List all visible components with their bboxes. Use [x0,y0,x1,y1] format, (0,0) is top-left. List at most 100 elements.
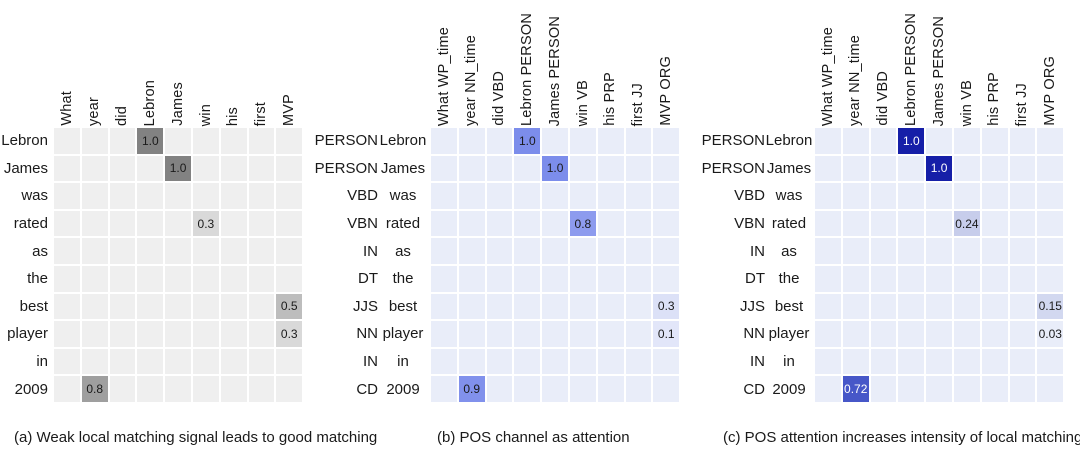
heatmap-cell [542,238,568,264]
heatmap-cell [1037,155,1064,182]
column-label-text: first JJ [1014,82,1031,127]
column-label: James PERSON [926,0,952,126]
heatmap-cell [109,155,136,182]
heatmap-cell [514,183,541,209]
heatmap-cell [486,128,513,154]
heatmap-cell [431,183,457,209]
heatmap-grid: 1.0 1.0 0.24 0.15 0.03 0.72 [815,128,1064,402]
row-label: DT the [314,266,428,292]
heatmap-cell [569,348,596,375]
row-label: rated [13,215,48,233]
heatmap-cell [137,155,164,182]
caption-c: (c) POS attention increases intensity of… [723,429,1080,446]
heatmap-cell [898,155,925,182]
heatmap-cell [1009,238,1036,264]
row-label-word: in [783,353,795,371]
heatmap-cell [815,238,841,264]
heatmap-cell [486,293,513,320]
row-label-word: rated [771,215,807,233]
heatmap-value-cell: 1.0 [137,128,164,154]
row-label-word: best [774,297,804,315]
row-label: as [32,242,48,260]
heatmap-cell [542,376,568,402]
heatmap-cell [81,265,108,292]
caption-b: (b) POS channel as attention [437,429,630,446]
heatmap-cell [458,321,485,347]
heatmap-cell [625,321,652,347]
heatmap-cell [569,238,596,264]
heatmap-cell [1037,376,1064,402]
heatmap-cell [542,210,568,237]
heatmap-cell [981,348,1008,375]
column-headers: What WP_time year NN_time did VBD Lebron PE… [815,0,1063,126]
heatmap-value-cell: 1.0 [514,128,541,154]
row-label-pos-tag: NN [743,325,765,343]
row-label: VBD was [314,183,428,209]
row-label-pos-tag: PERSON [314,159,378,177]
row-label-pos-tag: NN [356,325,378,343]
row-label: 2009 [14,380,48,398]
heatmap-value-cell: 0.8 [569,210,596,237]
heatmap-cell [625,210,652,237]
heatmap-cell [597,348,624,375]
heatmap-cell [981,293,1008,320]
heatmap-cell [953,376,980,402]
heatmap-cell [276,183,303,209]
row-label-word: rated [385,215,421,233]
heatmap-cell [276,128,303,154]
column-label: MVP ORG [1037,0,1063,126]
heatmap-cell [1037,348,1064,375]
heatmap-cell [248,348,275,375]
row-label: VBN rated [701,211,813,237]
heatmap-cell [842,293,869,320]
heatmap-cell [842,265,869,292]
heatmap-cell [192,293,219,320]
row-label-word: was [775,187,803,205]
heatmap-cell [109,376,136,402]
heatmap-cell [569,321,596,347]
row-label-pos-tag: DT [745,270,765,288]
heatmap-value-cell: 0.24 [953,210,980,237]
column-label-text: did VBD [875,71,892,126]
row-label-word: 2009 [772,380,806,398]
heatmap-cell [653,348,680,375]
heatmap-cell [597,155,624,182]
heatmap-cell [842,155,869,182]
heatmap-value-cell: 1.0 [165,155,191,182]
heatmap-cell [597,376,624,402]
heatmap-cell [1009,376,1036,402]
heatmap-cell [137,293,164,320]
heatmap-value-cell: 0.3 [653,293,680,320]
heatmap-cell [1037,183,1064,209]
heatmap-cell [192,321,219,347]
heatmap-grid: 1.0 1.0 0.3 0.5 0.3 0.8 [54,128,303,402]
heatmap-cell [192,155,219,182]
row-label-pos-tag: CD [356,380,378,398]
heatmap-cell [870,265,897,292]
heatmap-cell [276,155,303,182]
heatmap-cell [431,376,457,402]
heatmap-cell [569,293,596,320]
heatmap-cell [165,265,191,292]
heatmap-cell [220,128,247,154]
heatmap-cell [653,376,680,402]
heatmap-cell [431,238,457,264]
heatmap-cell [842,348,869,375]
heatmap-cell [981,376,1008,402]
heatmap-cell [653,155,680,182]
heatmap-cell [165,376,191,402]
heatmap-cell [54,183,80,209]
heatmap-cell [597,238,624,264]
heatmap-cell [569,183,596,209]
heatmap-cell [514,293,541,320]
row-label-pos-tag: VBN [347,215,378,233]
heatmap-grid: 1.0 1.0 0.8 0.3 0.1 0.9 [431,128,680,402]
heatmap-cell [81,348,108,375]
heatmap-cell [54,348,80,375]
heatmap-cell [981,238,1008,264]
heatmap-cell [815,128,841,154]
heatmap-cell [137,348,164,375]
heatmap-cell [926,376,952,402]
